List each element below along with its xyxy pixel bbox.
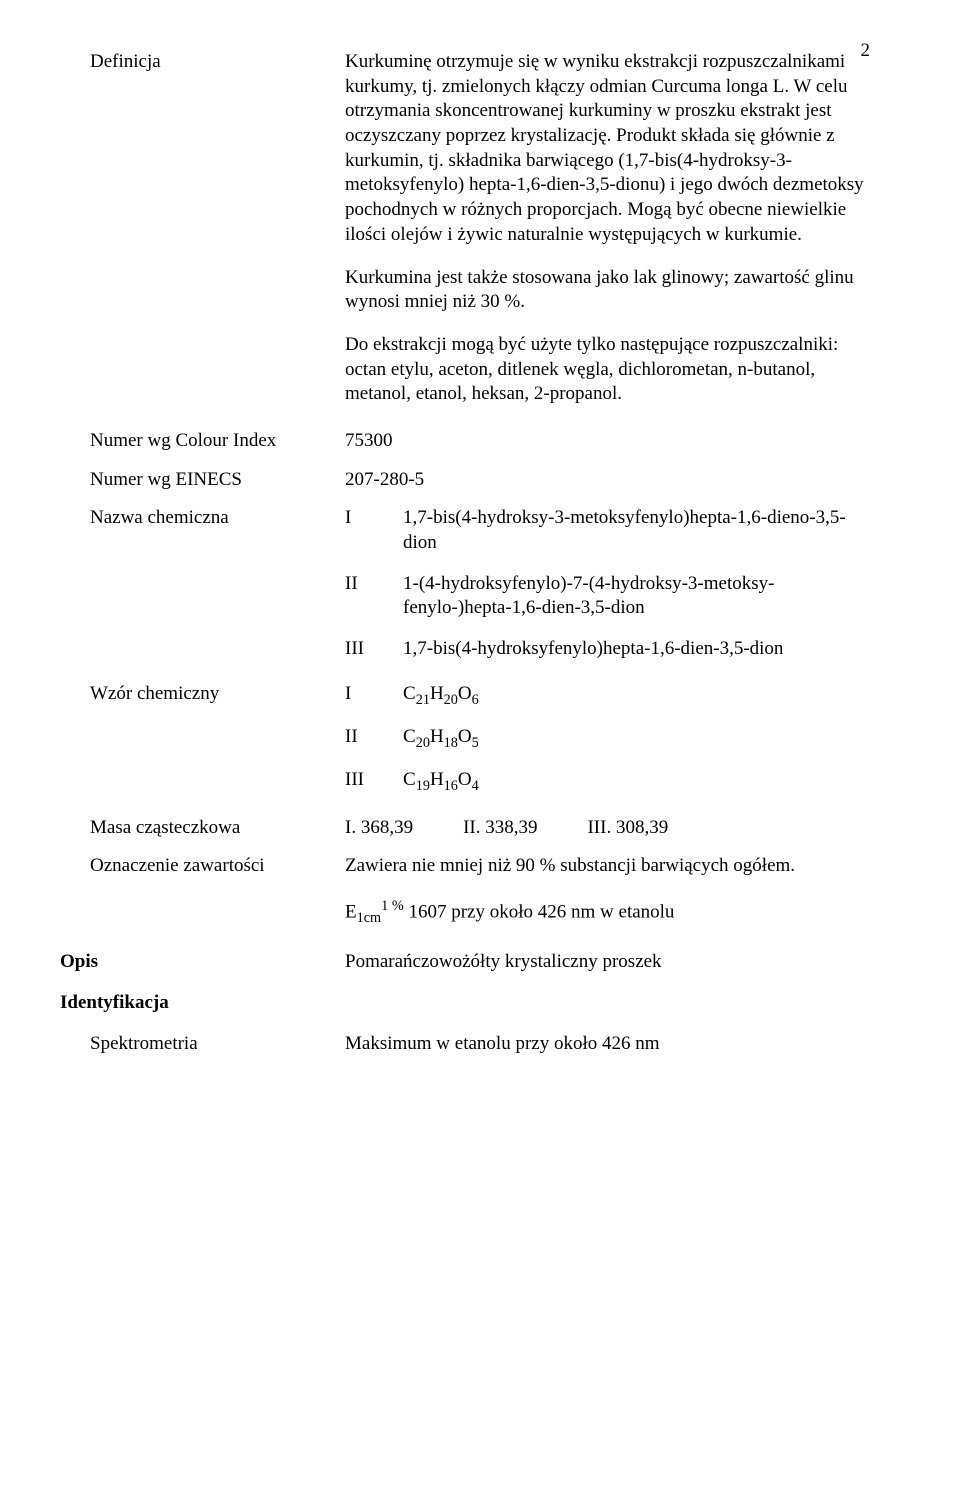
einecs-row: Numer wg EINECS 207-280-5 <box>90 468 870 493</box>
masa-value: I. 368,39 II. 338,39 III. 308,39 <box>345 816 870 841</box>
spektro-row: Spektrometria Maksimum w etanolu przy ok… <box>90 1032 870 1057</box>
nazwa-iii-row: III 1,7-bis(4-hydroksyfenylo)hepta-1,6-d… <box>345 637 870 662</box>
page-number: 2 <box>861 40 871 62</box>
definicja-label: Definicja <box>90 50 345 425</box>
oznaczenie-val1: Zawiera nie mniej niż 90 % substancji ba… <box>345 854 870 879</box>
colour-index-row: Numer wg Colour Index 75300 <box>90 429 870 454</box>
oznaczenie-val2: E1cm1 % 1607 przy około 426 nm w etanolu <box>345 897 870 928</box>
nazwa-i-val: 1,7-bis(4-hydroksy-3-metoksyfenylo)hepta… <box>403 506 870 555</box>
einecs-label: Numer wg EINECS <box>90 468 345 493</box>
nazwa-i-row: I 1,7-bis(4-hydroksy-3-metoksyfenylo)hep… <box>345 506 870 555</box>
nazwa-value: I 1,7-bis(4-hydroksy-3-metoksyfenylo)hep… <box>345 506 870 677</box>
wzor-ii-val: C20H18O5 <box>403 725 870 752</box>
nazwa-row: Nazwa chemiczna I 1,7-bis(4-hydroksy-3-m… <box>90 506 870 677</box>
nazwa-ii-key: II <box>345 572 403 621</box>
wzor-i-val: C21H20O6 <box>403 682 870 709</box>
masa-i: I. 368,39 <box>345 816 413 841</box>
definicja-para3: Do ekstrakcji mogą być użyte tylko nastę… <box>345 333 870 407</box>
masa-label: Masa cząsteczkowa <box>90 816 345 841</box>
ident-label: Identyfikacja <box>60 992 870 1014</box>
nazwa-iii-key: III <box>345 637 403 662</box>
colour-index-label: Numer wg Colour Index <box>90 429 345 454</box>
wzor-row: Wzór chemiczny I C21H20O6 II C20H18O5 II… <box>90 682 870 812</box>
spektro-value: Maksimum w etanolu przy około 426 nm <box>345 1032 870 1057</box>
opis-label: Opis <box>60 950 345 975</box>
nazwa-iii-val: 1,7-bis(4-hydroksyfenylo)hepta-1,6-dien-… <box>403 637 870 662</box>
document-page: 2 Definicja Kurkuminę otrzymuje się w wy… <box>0 0 960 1497</box>
definicja-para1: Kurkuminę otrzymuje się w wyniku ekstrak… <box>345 50 870 248</box>
oznaczenie-row: Oznaczenie zawartości Zawiera nie mniej … <box>90 854 870 945</box>
oznaczenie-label: Oznaczenie zawartości <box>90 854 345 945</box>
nazwa-label: Nazwa chemiczna <box>90 506 345 677</box>
opis-row: Opis Pomarańczowożółty krystaliczny pros… <box>90 950 870 975</box>
definicja-para2: Kurkumina jest także stosowana jako lak … <box>345 266 870 315</box>
nazwa-ii-val: 1-(4-hydroksyfenylo)-7-(4-hydroksy-3-met… <box>403 572 870 621</box>
nazwa-i-key: I <box>345 506 403 555</box>
wzor-i-row: I C21H20O6 <box>345 682 870 709</box>
wzor-ii-row: II C20H18O5 <box>345 725 870 752</box>
nazwa-ii-row: II 1-(4-hydroksyfenylo)-7-(4-hydroksy-3-… <box>345 572 870 621</box>
wzor-label: Wzór chemiczny <box>90 682 345 812</box>
wzor-ii-key: II <box>345 725 403 752</box>
masa-iii: III. 308,39 <box>587 816 668 841</box>
colour-index-value: 75300 <box>345 429 870 454</box>
wzor-iii-row: III C19H16O4 <box>345 768 870 795</box>
opis-value: Pomarańczowożółty krystaliczny proszek <box>345 950 870 975</box>
wzor-iii-val: C19H16O4 <box>403 768 870 795</box>
spektro-label: Spektrometria <box>90 1032 345 1057</box>
masa-ii: II. 338,39 <box>463 816 537 841</box>
definicja-value: Kurkuminę otrzymuje się w wyniku ekstrak… <box>345 50 870 425</box>
wzor-iii-key: III <box>345 768 403 795</box>
masa-row: Masa cząsteczkowa I. 368,39 II. 338,39 I… <box>90 816 870 841</box>
wzor-i-key: I <box>345 682 403 709</box>
definicja-row: Definicja Kurkuminę otrzymuje się w wyni… <box>90 50 870 425</box>
wzor-value: I C21H20O6 II C20H18O5 III C19H16O4 <box>345 682 870 812</box>
einecs-value: 207-280-5 <box>345 468 870 493</box>
oznaczenie-value: Zawiera nie mniej niż 90 % substancji ba… <box>345 854 870 945</box>
